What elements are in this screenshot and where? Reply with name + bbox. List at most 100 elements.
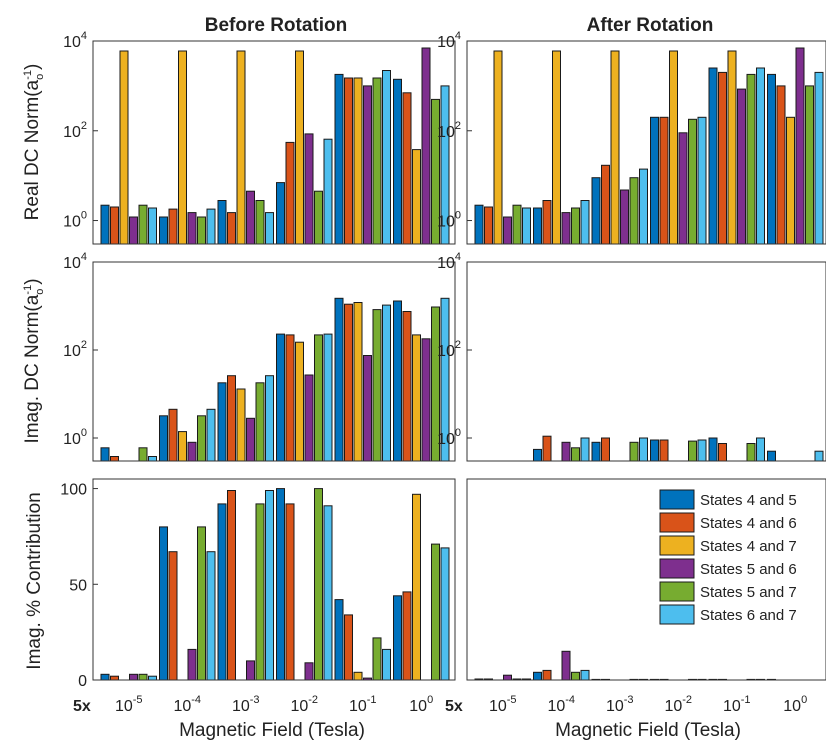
xlabel-left: Magnetic Field (Tesla): [179, 720, 365, 741]
bar-real-after-0-2: [493, 50, 503, 245]
bar-real-after-5-2: [786, 116, 795, 245]
bar-imag-after-2-4: [629, 441, 639, 462]
bar-pct-before-1-3: [187, 648, 197, 681]
legend-label-0: States 4 and 5: [700, 492, 797, 509]
legend-label-4: States 5 and 7: [700, 584, 797, 601]
x-prefix-left: 5x: [73, 698, 91, 715]
bar-real-before-5-3: [421, 47, 431, 245]
bar-real-after-2-0: [591, 177, 601, 245]
xtick-label: 10-2: [664, 694, 692, 715]
bar-pct-before-5-0: [393, 595, 402, 681]
bar-real-before-1-4: [197, 216, 206, 245]
legend-label-2: States 4 and 7: [700, 538, 797, 555]
panel-real-before: 100 102 104: [63, 30, 456, 245]
ytick-label: 100: [60, 482, 87, 499]
bar-pct-before-3-3: [304, 662, 314, 681]
bar-imag-before-2-4: [255, 382, 265, 462]
bar-imag-after-5-0: [767, 450, 776, 462]
panel-frame: [92, 261, 456, 462]
panel-real-after: 100 102 104: [437, 30, 826, 245]
bar-imag-before-1-1: [168, 408, 178, 462]
bar-real-after-1-1: [542, 200, 552, 245]
bar-imag-after-1-4: [571, 447, 580, 462]
bar-real-before-3-4: [314, 190, 323, 245]
bar-real-before-2-5: [265, 212, 274, 245]
bar-real-before-4-4: [372, 77, 382, 245]
bar-pct-before-2-0: [217, 503, 227, 681]
bar-pct-before-2-5: [265, 490, 274, 681]
bar-real-before-4-3: [363, 85, 372, 245]
legend: States 4 and 5 States 4 and 6 States 4 and…: [655, 485, 825, 631]
ytick-label: 104: [63, 251, 87, 272]
bar-pct-before-3-0: [276, 488, 285, 681]
bar-real-before-4-2: [353, 77, 363, 245]
bar-real-before-0-3: [129, 216, 138, 245]
legend-label-3: States 5 and 6: [700, 561, 797, 578]
xtick-label: 10-1: [723, 694, 751, 715]
bar-real-after-3-4: [688, 118, 697, 245]
bar-real-after-2-3: [620, 189, 629, 245]
bar-real-after-3-1: [659, 116, 669, 245]
bar-real-after-3-0: [650, 116, 659, 245]
bar-real-after-2-4: [629, 177, 639, 245]
panel-pct-before: 0 50 100 10-5 10-4 10-3 10-2 10-1 100: [60, 478, 456, 715]
bar-pct-after-1-4: [571, 671, 580, 681]
bar-imag-before-4-3: [363, 355, 372, 462]
legend-swatch-3: [659, 558, 695, 579]
xtick-label: 10-3: [232, 694, 260, 715]
x-prefix-right: 5x: [445, 698, 463, 715]
bar-imag-before-2-2: [236, 388, 246, 462]
ytick-label: 50: [69, 577, 87, 594]
bar-real-before-3-2: [295, 50, 304, 245]
bar-pct-before-3-4: [314, 488, 323, 681]
bar-pct-after-1-3: [561, 650, 571, 681]
xlabel-right: Magnetic Field (Tesla): [555, 720, 741, 741]
bar-imag-before-2-1: [227, 375, 236, 462]
bar-imag-after-4-0: [708, 437, 718, 462]
bar-pct-before-5-1: [402, 591, 412, 681]
bar-real-before-2-4: [255, 200, 265, 245]
bar-imag-after-5-5: [814, 450, 824, 462]
bar-real-before-3-0: [276, 182, 285, 245]
bar-real-after-4-1: [718, 71, 727, 245]
panel-imag-after: 100 102 104: [437, 251, 826, 462]
bar-real-after-1-5: [580, 200, 590, 245]
xtick-label: 10-5: [489, 694, 517, 715]
xtick-label: 10-4: [173, 694, 201, 715]
bar-real-after-4-0: [708, 67, 718, 245]
bar-real-before-2-2: [236, 50, 246, 245]
bar-real-before-4-0: [334, 73, 344, 245]
bar-imag-before-2-3: [246, 417, 255, 462]
bar-imag-after-3-4: [688, 440, 697, 462]
bar-imag-after-2-5: [639, 437, 648, 462]
bar-real-before-2-3: [246, 190, 255, 245]
bar-real-before-5-1: [402, 92, 412, 245]
bar-imag-before-3-5: [323, 333, 333, 462]
bar-pct-before-3-5: [323, 505, 333, 681]
bar-pct-before-0-1: [110, 675, 119, 681]
bar-imag-before-3-2: [295, 341, 304, 462]
bar-real-after-5-0: [767, 73, 776, 245]
title-before-rotation: Before Rotation: [205, 15, 348, 36]
title-after-rotation: After Rotation: [587, 15, 714, 36]
legend-swatch-1: [659, 512, 695, 533]
bar-real-after-1-0: [533, 207, 542, 245]
ytick-label: 102: [437, 339, 461, 360]
bar-imag-after-3-0: [650, 439, 659, 462]
panel-frame: [466, 261, 826, 462]
bar-real-after-5-1: [776, 85, 786, 245]
bar-imag-after-2-1: [601, 437, 610, 462]
bar-imag-before-5-1: [402, 311, 412, 462]
bar-real-before-0-4: [138, 204, 148, 245]
panel-frame: [92, 40, 456, 245]
panel-frame: [466, 478, 826, 681]
bar-pct-before-4-0: [334, 599, 344, 681]
bar-real-after-0-0: [474, 204, 484, 245]
bar-real-before-3-5: [323, 138, 333, 245]
ytick-label: 100: [437, 210, 461, 231]
legend-swatch-0: [659, 489, 695, 510]
bar-real-before-4-1: [344, 77, 353, 245]
ylabel-real-dc-norm: Real DC Norm(ao-1): [22, 64, 46, 221]
bar-imag-after-1-3: [561, 441, 571, 462]
ytick-label: 102: [63, 120, 87, 141]
